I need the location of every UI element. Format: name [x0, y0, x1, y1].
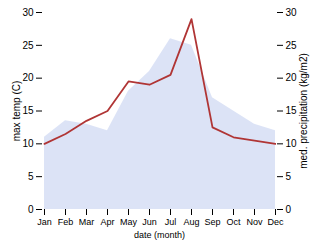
- svg-text:Dec: Dec: [267, 217, 284, 227]
- svg-text:Feb: Feb: [58, 217, 74, 227]
- svg-text:20: 20: [286, 72, 298, 83]
- svg-text:Jun: Jun: [142, 217, 157, 227]
- svg-text:Aug: Aug: [183, 217, 199, 227]
- svg-text:15: 15: [286, 105, 298, 116]
- svg-text:0: 0: [286, 204, 292, 215]
- svg-text:20: 20: [22, 72, 34, 83]
- svg-text:date (month): date (month): [134, 230, 185, 240]
- svg-text:med. precipitation (kg/m2): med. precipitation (kg/m2): [298, 53, 309, 169]
- svg-text:max temp (C): max temp (C): [11, 81, 22, 142]
- svg-text:Oct: Oct: [226, 217, 241, 227]
- svg-text:0: 0: [28, 204, 34, 215]
- svg-text:Jan: Jan: [37, 217, 52, 227]
- svg-text:Sep: Sep: [204, 217, 220, 227]
- svg-text:May: May: [120, 217, 138, 227]
- svg-text:10: 10: [22, 138, 34, 149]
- svg-text:Nov: Nov: [246, 217, 263, 227]
- svg-text:30: 30: [286, 7, 298, 18]
- svg-text:25: 25: [286, 40, 298, 51]
- svg-text:5: 5: [286, 171, 292, 182]
- svg-text:25: 25: [22, 40, 34, 51]
- svg-text:15: 15: [22, 105, 34, 116]
- svg-text:30: 30: [22, 7, 34, 18]
- svg-text:10: 10: [286, 138, 298, 149]
- svg-text:Jul: Jul: [165, 217, 177, 227]
- svg-text:Mar: Mar: [79, 217, 95, 227]
- svg-text:5: 5: [28, 171, 34, 182]
- svg-text:Apr: Apr: [100, 217, 114, 227]
